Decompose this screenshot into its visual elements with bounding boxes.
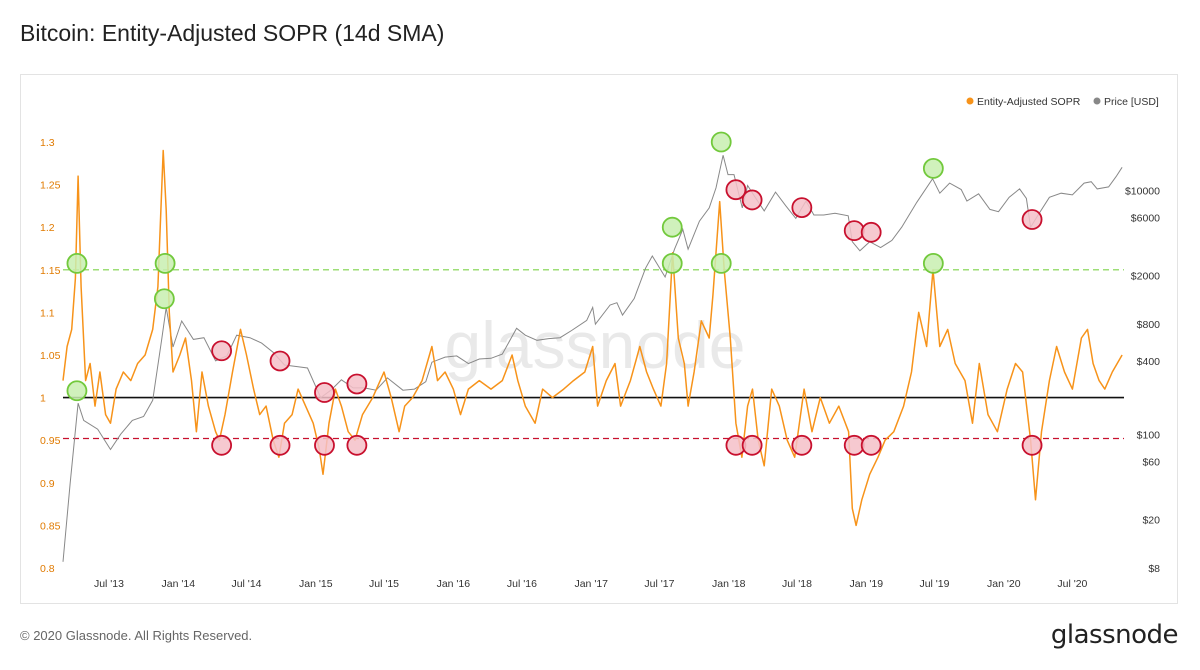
red-marker (346, 434, 368, 456)
red-marker (843, 220, 865, 242)
y-right-tick-label: $2000 (1131, 271, 1160, 283)
green-marker (922, 158, 944, 179)
green-marker (661, 253, 683, 274)
red-marker (314, 382, 335, 403)
x-tick-label: Jan '16 (437, 578, 471, 590)
chart-panel (20, 74, 1178, 604)
y-left-tick-label: 0.9 (40, 478, 55, 490)
x-tick-label: Jul '16 (507, 578, 537, 590)
legend-label-price[interactable]: Price [USD] (1104, 96, 1159, 108)
red-marker (211, 434, 233, 456)
red-marker (860, 434, 882, 456)
x-tick-label: Jan '17 (574, 578, 608, 590)
green-marker (661, 216, 683, 238)
y-right-tick-label: $8 (1148, 563, 1160, 575)
y-right-tick-label: $20 (1142, 514, 1160, 526)
copyright-text: © 2020 Glassnode. All Rights Reserved. (20, 628, 253, 643)
x-tick-label: Jul '15 (369, 578, 399, 590)
green-marker (154, 253, 176, 274)
x-tick-label: Jul '13 (94, 578, 124, 590)
y-left-tick-label: 1.3 (40, 137, 55, 149)
y-right-tick-label: $10000 (1125, 186, 1160, 198)
red-marker (1021, 209, 1043, 230)
x-tick-label: Jan '20 (987, 578, 1021, 590)
red-marker (269, 350, 291, 372)
y-right-tick-label: $60 (1142, 456, 1160, 468)
y-right-tick-label: $400 (1137, 356, 1161, 368)
y-left-tick-label: 1.25 (40, 180, 61, 192)
y-left-tick-label: 1.1 (40, 307, 55, 319)
green-marker (153, 288, 175, 310)
y-left-tick-label: 0.8 (40, 563, 55, 575)
legend-dot-sopr (966, 97, 974, 105)
x-tick-label: Jul '14 (231, 578, 261, 590)
x-tick-label: Jan '18 (712, 578, 746, 590)
glassnode-logo: glassnode (1050, 620, 1179, 650)
green-marker (66, 380, 88, 402)
green-marker (710, 253, 732, 274)
series-line-sopr (62, 149, 1123, 527)
y-left-tick-label: 0.95 (40, 435, 61, 447)
red-marker (860, 221, 882, 243)
y-left-tick-label: 1.15 (40, 265, 61, 277)
x-tick-label: Jul '17 (644, 578, 674, 590)
y-right-tick-label: $6000 (1131, 213, 1160, 225)
red-marker (791, 197, 813, 219)
green-marker (710, 131, 732, 153)
red-marker (211, 340, 233, 362)
y-left-tick-label: 1.2 (40, 222, 55, 234)
legend-label-sopr[interactable]: Entity-Adjusted SOPR (977, 96, 1081, 108)
x-tick-label: Jul '20 (1057, 578, 1087, 590)
red-marker (741, 434, 763, 456)
y-right-tick-label: $100 (1137, 429, 1161, 441)
red-marker (314, 434, 335, 456)
y-left-tick-label: 1 (40, 393, 46, 405)
legend: Entity-Adjusted SOPR Price [USD] (966, 96, 1159, 108)
red-marker (1021, 434, 1043, 456)
x-tick-label: Jan '19 (850, 578, 884, 590)
series-line-price (62, 155, 1123, 562)
legend-dot-price (1093, 97, 1101, 105)
green-marker (66, 253, 88, 274)
red-marker (741, 189, 763, 211)
y-right-tick-label: $800 (1137, 319, 1161, 331)
red-marker (725, 179, 747, 201)
x-tick-label: Jul '18 (782, 578, 812, 590)
y-left-tick-label: 1.05 (40, 350, 61, 362)
x-tick-label: Jul '19 (919, 578, 949, 590)
red-marker (791, 434, 813, 456)
x-tick-label: Jan '14 (162, 578, 196, 590)
green-marker (922, 253, 944, 274)
x-tick-label: Jan '15 (299, 578, 333, 590)
y-left-tick-label: 0.85 (40, 520, 61, 532)
red-marker (269, 434, 291, 456)
red-marker (346, 373, 368, 395)
page-title: Bitcoin: Entity-Adjusted SOPR (14d SMA) (20, 20, 445, 46)
